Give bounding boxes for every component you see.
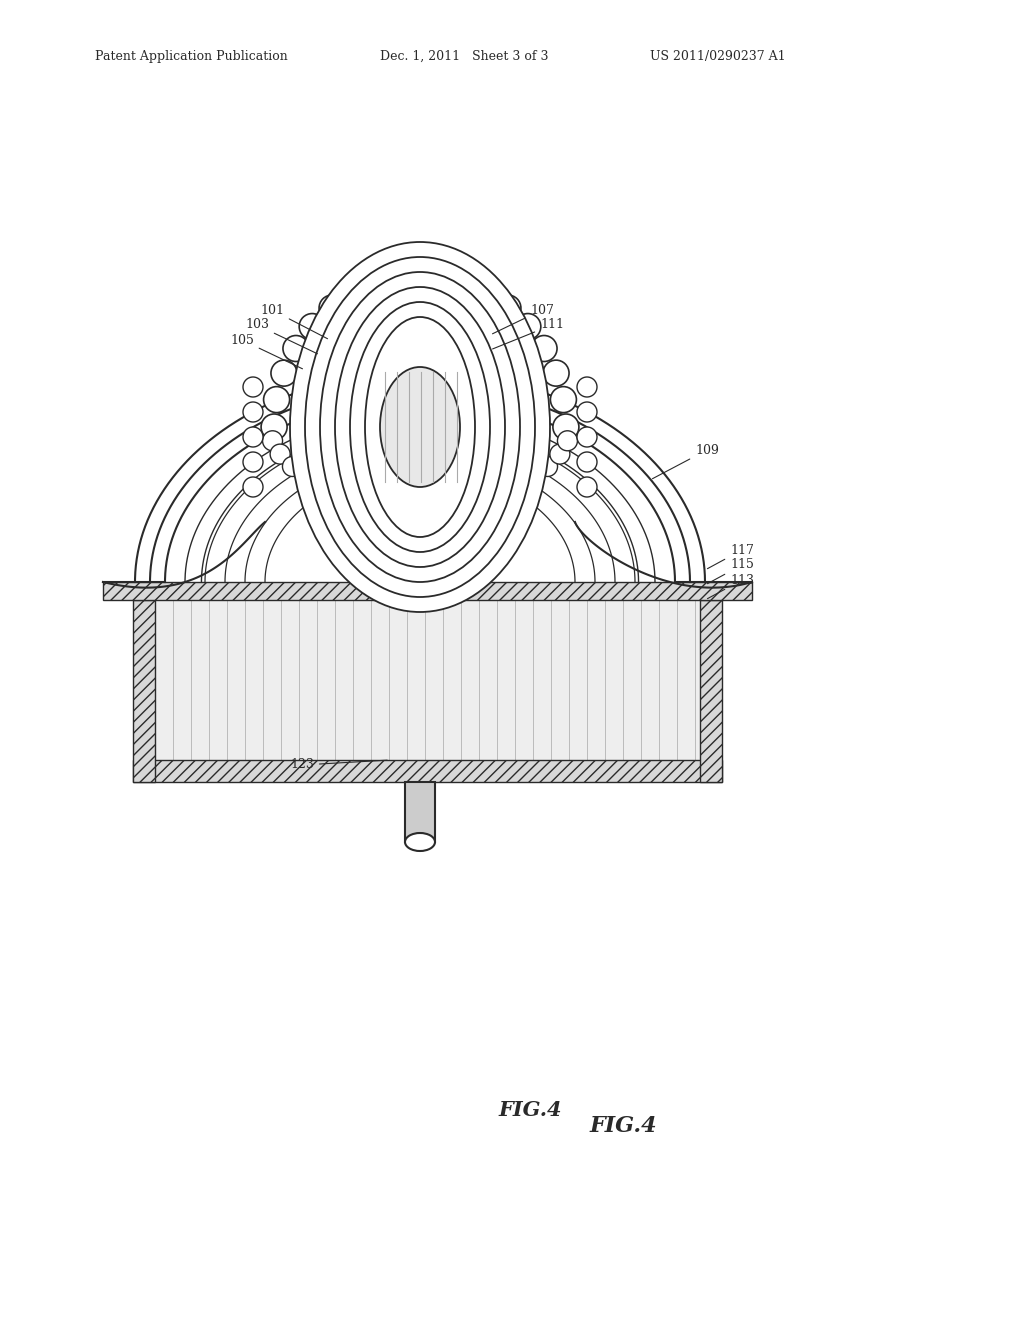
Circle shape [551,387,577,413]
Circle shape [577,426,597,447]
Text: 115: 115 [708,558,754,583]
Circle shape [538,457,557,477]
Circle shape [319,294,345,321]
Ellipse shape [406,833,435,851]
Circle shape [531,335,557,362]
Circle shape [343,484,364,504]
Text: Patent Application Publication: Patent Application Publication [95,50,288,63]
Circle shape [577,378,597,397]
Text: FIG.4: FIG.4 [590,1115,657,1137]
Circle shape [472,281,498,306]
Text: 107: 107 [493,304,554,334]
Circle shape [515,314,541,339]
Circle shape [446,271,473,297]
Circle shape [369,490,389,510]
Ellipse shape [290,242,550,612]
Circle shape [271,360,297,387]
Circle shape [243,477,263,498]
Text: US 2011/0290237 A1: US 2011/0290237 A1 [650,50,785,63]
Text: 123: 123 [290,759,387,771]
Circle shape [550,444,570,465]
Bar [155,601,700,760]
Text: 111: 111 [493,318,564,348]
Circle shape [577,477,597,498]
Circle shape [261,414,287,440]
Circle shape [396,491,416,512]
Circle shape [557,430,578,451]
Circle shape [577,451,597,473]
Ellipse shape [350,302,490,552]
Circle shape [319,477,340,496]
Bar [700,601,722,781]
Ellipse shape [305,257,535,597]
Circle shape [451,490,471,510]
Circle shape [342,281,368,306]
Text: 103: 103 [245,318,317,354]
Circle shape [421,265,446,292]
Text: Dec. 1, 2011   Sheet 3 of 3: Dec. 1, 2011 Sheet 3 of 3 [380,50,549,63]
Circle shape [577,403,597,422]
Circle shape [367,271,393,297]
Circle shape [243,426,263,447]
Text: 101: 101 [260,304,328,339]
Circle shape [521,467,541,487]
Ellipse shape [335,286,505,568]
Text: FIG.4: FIG.4 [499,1100,562,1119]
Text: 117: 117 [708,544,754,569]
Ellipse shape [319,272,520,582]
Text: 113: 113 [708,573,754,599]
Bar [103,582,752,601]
Circle shape [299,314,326,339]
Circle shape [501,477,520,496]
Circle shape [543,360,569,387]
Bar [133,601,155,781]
Ellipse shape [365,317,475,537]
Text: 109: 109 [652,444,719,479]
Circle shape [243,378,263,397]
Circle shape [243,451,263,473]
Circle shape [283,457,302,477]
Bar [133,760,722,781]
Circle shape [477,484,497,504]
Circle shape [495,294,521,321]
Circle shape [393,265,420,292]
Circle shape [299,467,319,487]
Circle shape [553,414,579,440]
Ellipse shape [380,367,460,487]
Circle shape [243,403,263,422]
Text: 105: 105 [230,334,302,368]
Circle shape [270,444,290,465]
Circle shape [263,387,290,413]
Circle shape [283,335,309,362]
Circle shape [262,430,283,451]
Bar [406,781,435,842]
Circle shape [424,491,443,512]
